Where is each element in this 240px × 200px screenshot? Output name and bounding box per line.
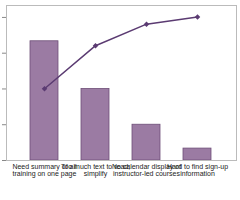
html-text:training on one page: training on one page: [12, 170, 77, 178]
html-text:Too much text to read;: Too much text to read;: [60, 163, 131, 171]
html-text:Need summary of all: Need summary of all: [12, 163, 77, 171]
html-text:No calendar display of: No calendar display of: [111, 163, 182, 171]
html-text:simplify: simplify: [83, 170, 108, 178]
html-text:instructor-led courses: instructor-led courses: [113, 170, 180, 178]
svg-text:Hard to find sign-upinformatio: Hard to find sign-upinformation: [167, 163, 228, 177]
